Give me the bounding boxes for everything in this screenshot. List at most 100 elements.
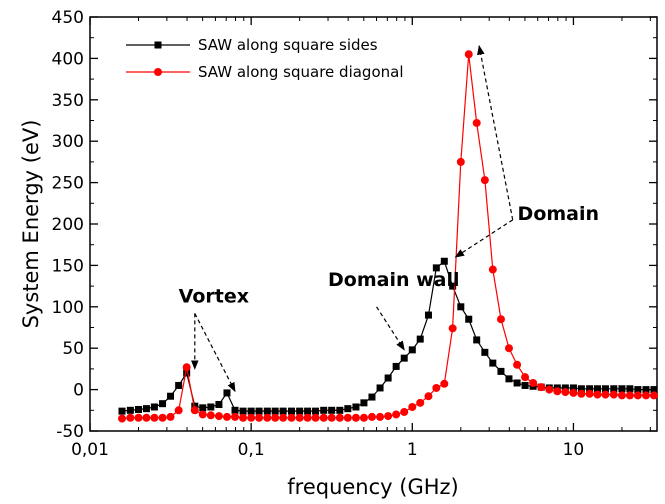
- data-point: [569, 388, 578, 397]
- data-point: [311, 413, 320, 422]
- data-point: [618, 385, 626, 393]
- data-point: [239, 407, 247, 415]
- data-point: [263, 407, 271, 415]
- data-point: [617, 391, 626, 400]
- data-point: [561, 388, 570, 397]
- data-point: [593, 385, 601, 393]
- data-point: [488, 265, 497, 274]
- data-point: [328, 406, 336, 414]
- data-point: [263, 413, 272, 422]
- data-point: [207, 403, 215, 411]
- data-point: [271, 407, 279, 415]
- data-point: [199, 404, 207, 412]
- data-point: [384, 374, 392, 382]
- data-point: [416, 335, 424, 343]
- data-point: [287, 413, 296, 422]
- x-tick-label: 0,01: [71, 440, 109, 460]
- data-point: [561, 384, 569, 392]
- legend: SAW along square sides SAW along square d…: [126, 36, 404, 81]
- data-point: [569, 384, 577, 392]
- data-point: [319, 413, 328, 422]
- ticks-layer: 0,01 0,1 1 10 -50 0 50 100 150 200 250 300 350 400 450: [52, 8, 657, 460]
- legend-marker: [154, 41, 162, 49]
- data-point: [247, 407, 255, 415]
- data-point: [239, 413, 248, 422]
- y-tick-label: 150: [52, 256, 84, 276]
- data-point: [625, 391, 634, 400]
- data-point: [497, 367, 505, 375]
- data-point: [448, 324, 457, 333]
- data-point: [166, 412, 175, 421]
- series-1: [118, 257, 658, 415]
- data-point: [642, 386, 650, 394]
- y-tick-label: 350: [52, 91, 84, 111]
- data-point: [367, 412, 376, 421]
- legend-label: SAW along square sides: [198, 36, 378, 54]
- data-point: [142, 413, 151, 422]
- data-point: [231, 406, 239, 414]
- data-point: [432, 264, 440, 272]
- annotation-arrow: [454, 219, 514, 258]
- x-tick-label: 0,1: [238, 440, 265, 460]
- y-tick-label: 200: [52, 215, 84, 235]
- data-point: [649, 391, 658, 400]
- data-point: [231, 412, 240, 421]
- data-point: [167, 392, 175, 400]
- data-point: [335, 413, 344, 422]
- data-point: [504, 344, 513, 353]
- data-point: [368, 393, 376, 401]
- data-point: [529, 378, 538, 387]
- data-point: [489, 359, 497, 367]
- data-point: [601, 385, 609, 393]
- x-axis-title: frequency (GHz): [287, 475, 458, 499]
- y-tick-label: 300: [52, 132, 84, 152]
- data-point: [183, 369, 191, 377]
- data-point: [288, 407, 296, 415]
- data-point: [126, 413, 135, 422]
- data-point: [408, 346, 416, 354]
- data-point: [222, 412, 231, 421]
- data-point: [352, 403, 360, 411]
- data-point: [416, 398, 425, 407]
- data-point: [295, 413, 304, 422]
- data-point: [159, 400, 167, 408]
- data-point: [142, 405, 150, 413]
- annotation-arrow: [376, 306, 405, 351]
- data-point: [424, 311, 432, 319]
- annotations-layer: Vortex Domain wall Domain: [179, 45, 599, 393]
- data-point: [641, 391, 650, 400]
- data-point: [126, 406, 134, 414]
- data-point: [432, 383, 441, 392]
- data-point: [198, 410, 207, 419]
- data-point: [585, 389, 594, 398]
- data-point: [449, 282, 457, 290]
- data-point: [271, 413, 280, 422]
- data-point: [626, 385, 634, 393]
- data-point: [480, 176, 489, 185]
- data-point: [513, 379, 521, 387]
- data-point: [376, 384, 384, 392]
- data-point: [521, 373, 530, 382]
- data-point: [473, 336, 481, 344]
- data-point: [320, 406, 328, 414]
- data-point: [424, 392, 433, 401]
- y-tick-label: 50: [62, 339, 84, 359]
- data-point: [545, 385, 554, 394]
- data-point: [609, 390, 618, 399]
- data-point: [537, 383, 546, 392]
- data-point: [464, 50, 473, 59]
- data-point: [593, 390, 602, 399]
- y-axis-title: System Energy (eV): [19, 120, 43, 329]
- data-point: [610, 385, 618, 393]
- data-point: [206, 411, 215, 420]
- data-point: [408, 402, 417, 411]
- data-point: [303, 413, 312, 422]
- data-point: [465, 315, 473, 323]
- data-point: [553, 387, 562, 396]
- data-point: [586, 385, 594, 393]
- y-tick-label: 0: [73, 381, 84, 401]
- data-point: [384, 412, 393, 421]
- data-point: [304, 407, 312, 415]
- data-point: [577, 389, 586, 398]
- data-point: [650, 386, 658, 394]
